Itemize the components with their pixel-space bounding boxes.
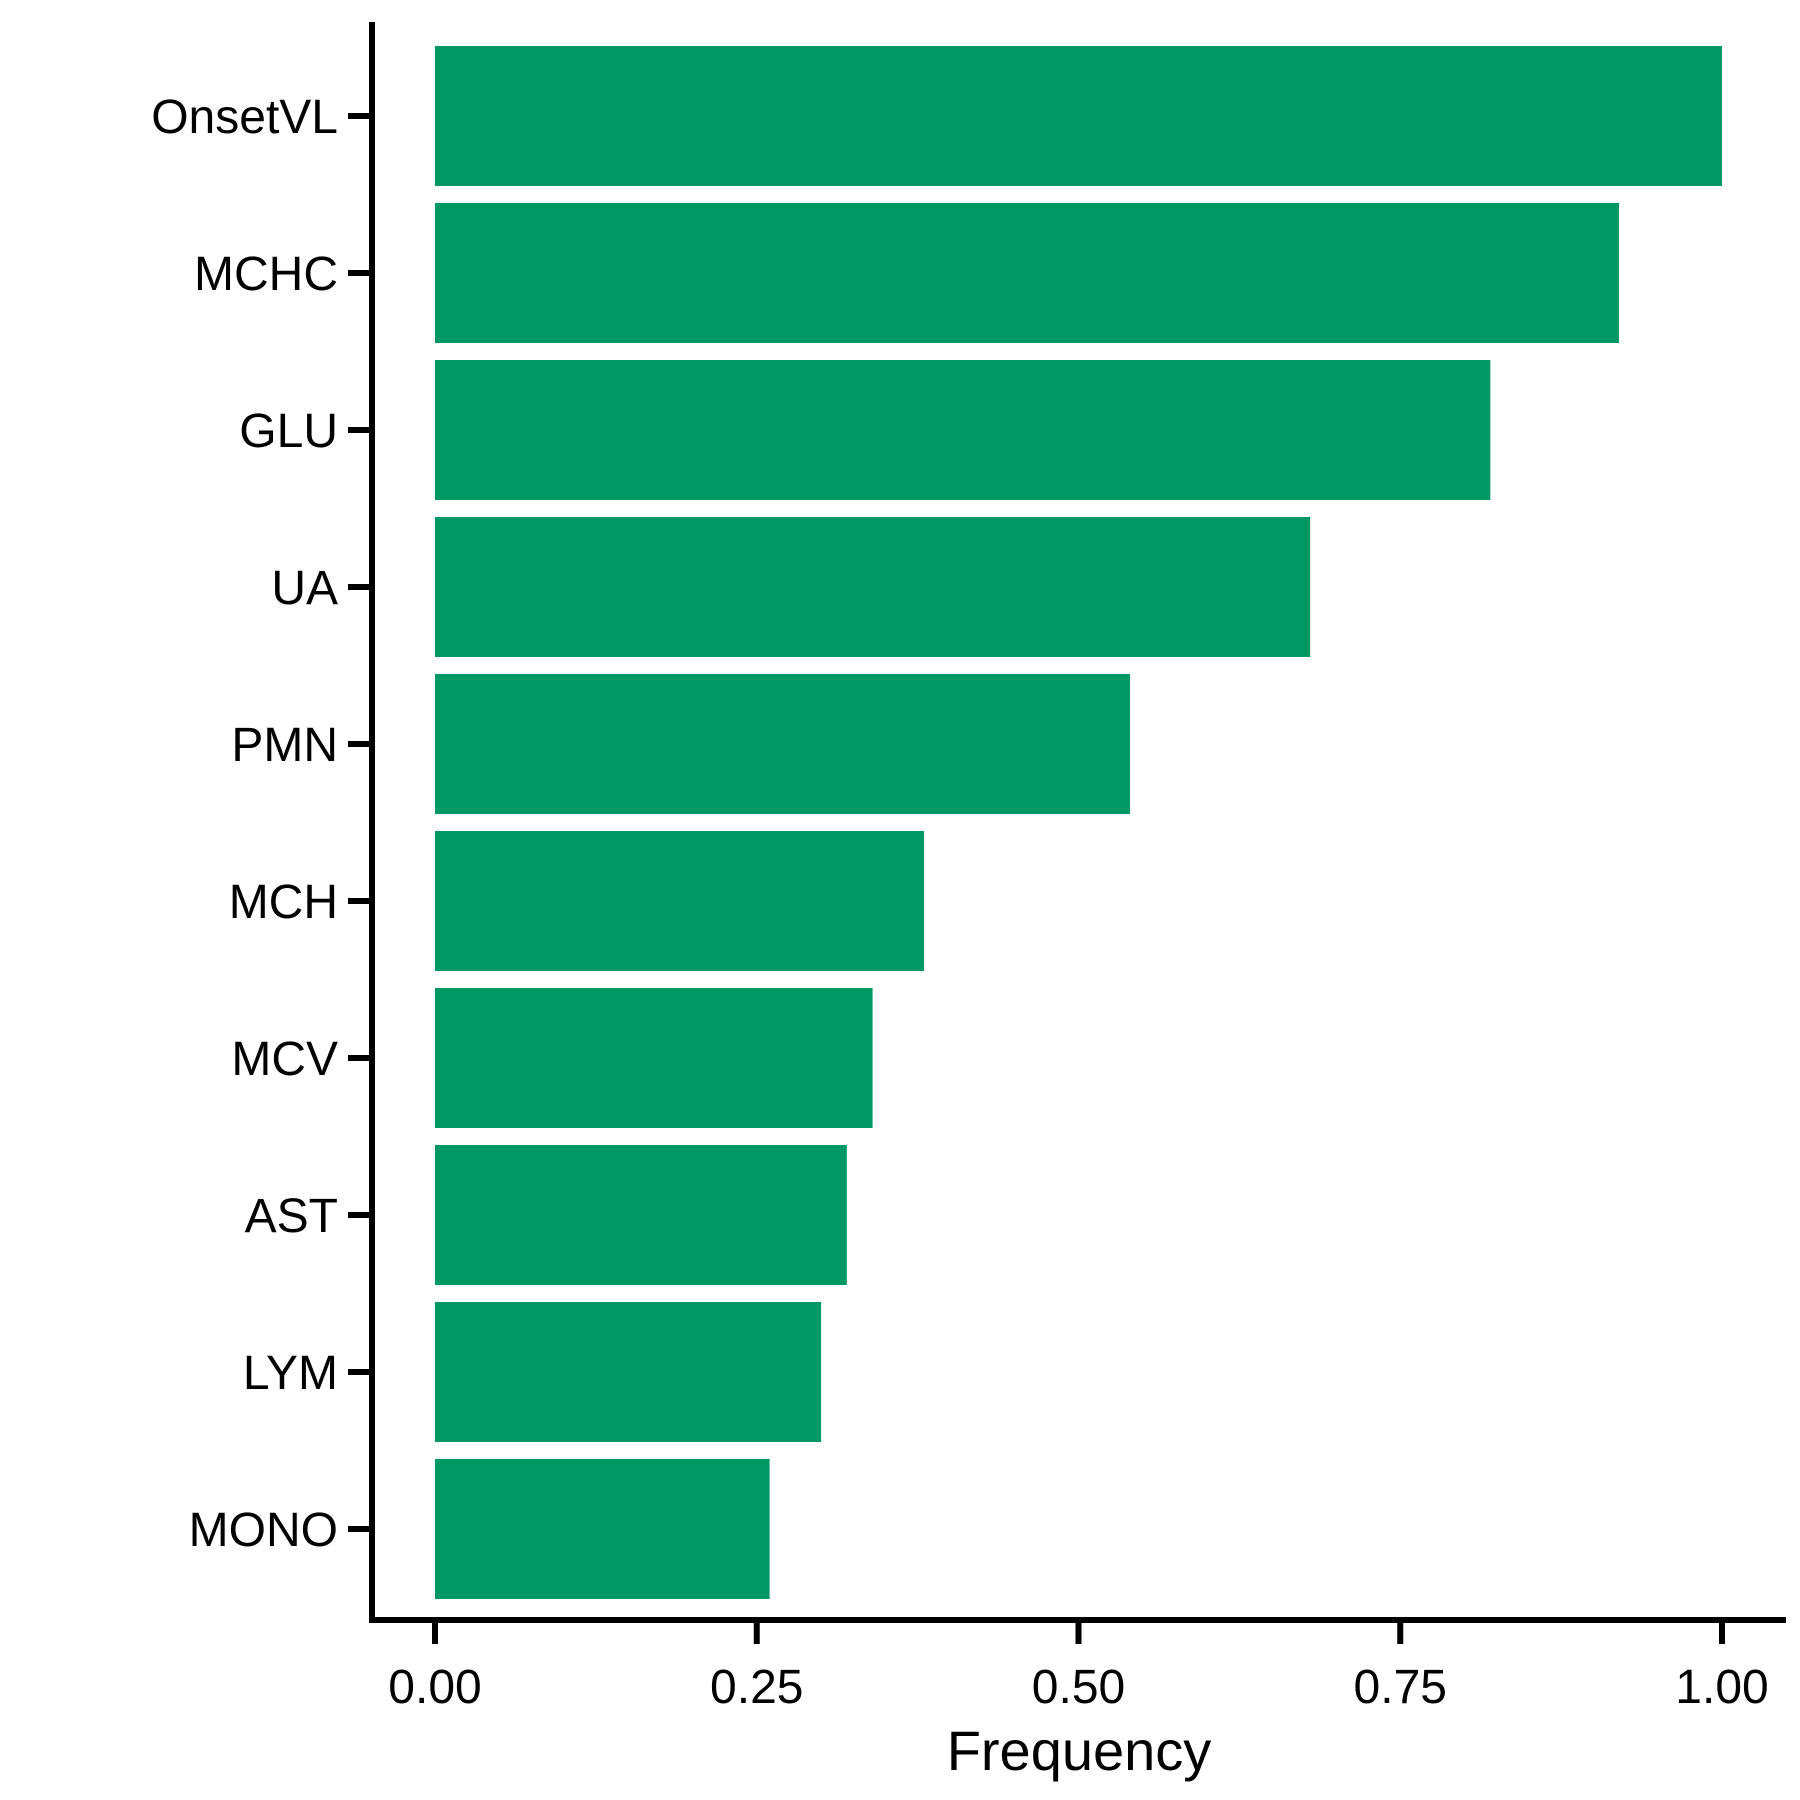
y-tick-label: MCV <box>231 1033 338 1086</box>
x-axis-title: Frequency <box>947 1719 1212 1782</box>
x-tick-label: 0.50 <box>1032 1661 1125 1714</box>
bar-mchc <box>435 203 1620 343</box>
x-axis: 0.00 0.25 0.50 0.75 1.00 <box>369 1617 1786 1714</box>
y-tick-label: MCH <box>229 876 338 929</box>
y-tick-label: PMN <box>231 719 338 772</box>
bar-mch <box>435 831 925 971</box>
bar-onsetvl <box>435 46 1722 186</box>
bar-mono <box>435 1459 770 1599</box>
x-tick-label: 0.00 <box>388 1661 481 1714</box>
x-tick-label: 1.00 <box>1675 1661 1768 1714</box>
bars-group <box>435 46 1722 1599</box>
y-axis: OnsetVL MCHC GLU UA PMN MCH MCV AST LYM MONO <box>151 22 375 1623</box>
y-tick-label: OnsetVL <box>151 91 338 144</box>
bar-lym <box>435 1302 822 1442</box>
bar-ua <box>435 517 1311 657</box>
bar-pmn <box>435 674 1130 814</box>
y-tick-label: MONO <box>189 1504 338 1557</box>
x-tick-label: 0.75 <box>1354 1661 1447 1714</box>
bar-glu <box>435 360 1491 500</box>
y-tick-label: AST <box>245 1190 338 1243</box>
bar-ast <box>435 1145 847 1285</box>
y-tick-label: LYM <box>243 1347 338 1400</box>
y-tick-label: UA <box>271 562 338 615</box>
bar-mcv <box>435 988 873 1128</box>
y-tick-label: MCHC <box>194 248 338 301</box>
x-tick-label: 0.25 <box>710 1661 803 1714</box>
y-tick-label: GLU <box>239 405 338 458</box>
